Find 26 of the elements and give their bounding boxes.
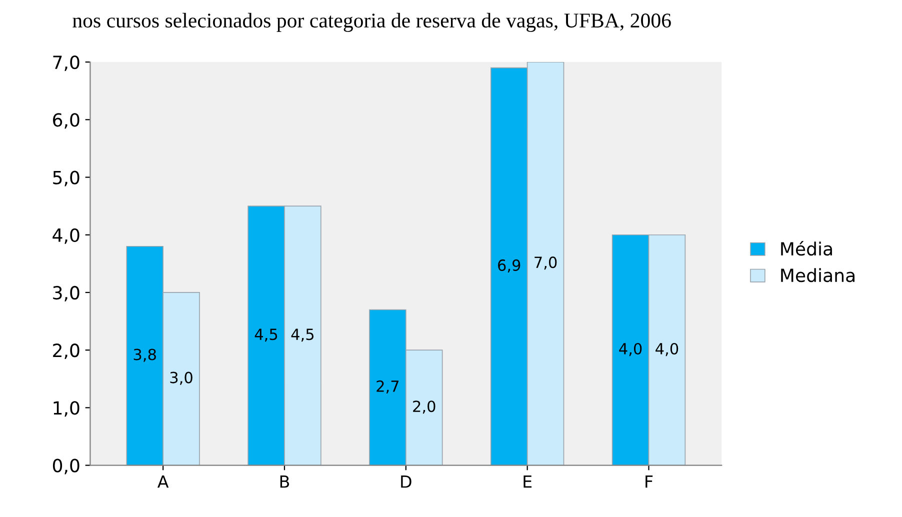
y-tick-label: 6,0 xyxy=(53,113,80,129)
x-tick-label: E xyxy=(524,476,532,488)
data-label: 2,0 xyxy=(413,400,436,414)
data-label: 3,0 xyxy=(170,372,192,385)
data-label: 4,0 xyxy=(656,342,678,356)
x-tick-label: D xyxy=(401,476,412,488)
y-tick-label: 7,0 xyxy=(53,56,80,71)
chart-title: nos cursos selecionados por categoria de reserva de vagas, UFBA, 2006 xyxy=(72,12,671,32)
legend-label: Mediana xyxy=(781,268,854,282)
y-tick-label: 0,0 xyxy=(52,458,80,474)
y-tick-label: 4,0 xyxy=(52,228,80,244)
data-label: 4,5 xyxy=(291,328,314,342)
data-label: 7,0 xyxy=(534,256,557,270)
data-label: 4,0 xyxy=(619,342,642,356)
data-label: 2,7 xyxy=(376,380,399,394)
x-tick-label: F xyxy=(646,476,653,488)
x-tick-label: A xyxy=(157,476,169,488)
y-tick-label: 2,0 xyxy=(53,344,80,360)
data-label: 3,8 xyxy=(134,348,156,362)
y-tick-label: 5,0 xyxy=(53,170,80,186)
data-label: 4,5 xyxy=(254,328,278,342)
legend-label: Média xyxy=(781,240,832,256)
x-tick-label: B xyxy=(280,476,290,488)
y-tick-label: 1,0 xyxy=(54,401,80,417)
y-tick-label: 3,0 xyxy=(53,286,80,302)
data-label: 6,9 xyxy=(498,259,520,273)
